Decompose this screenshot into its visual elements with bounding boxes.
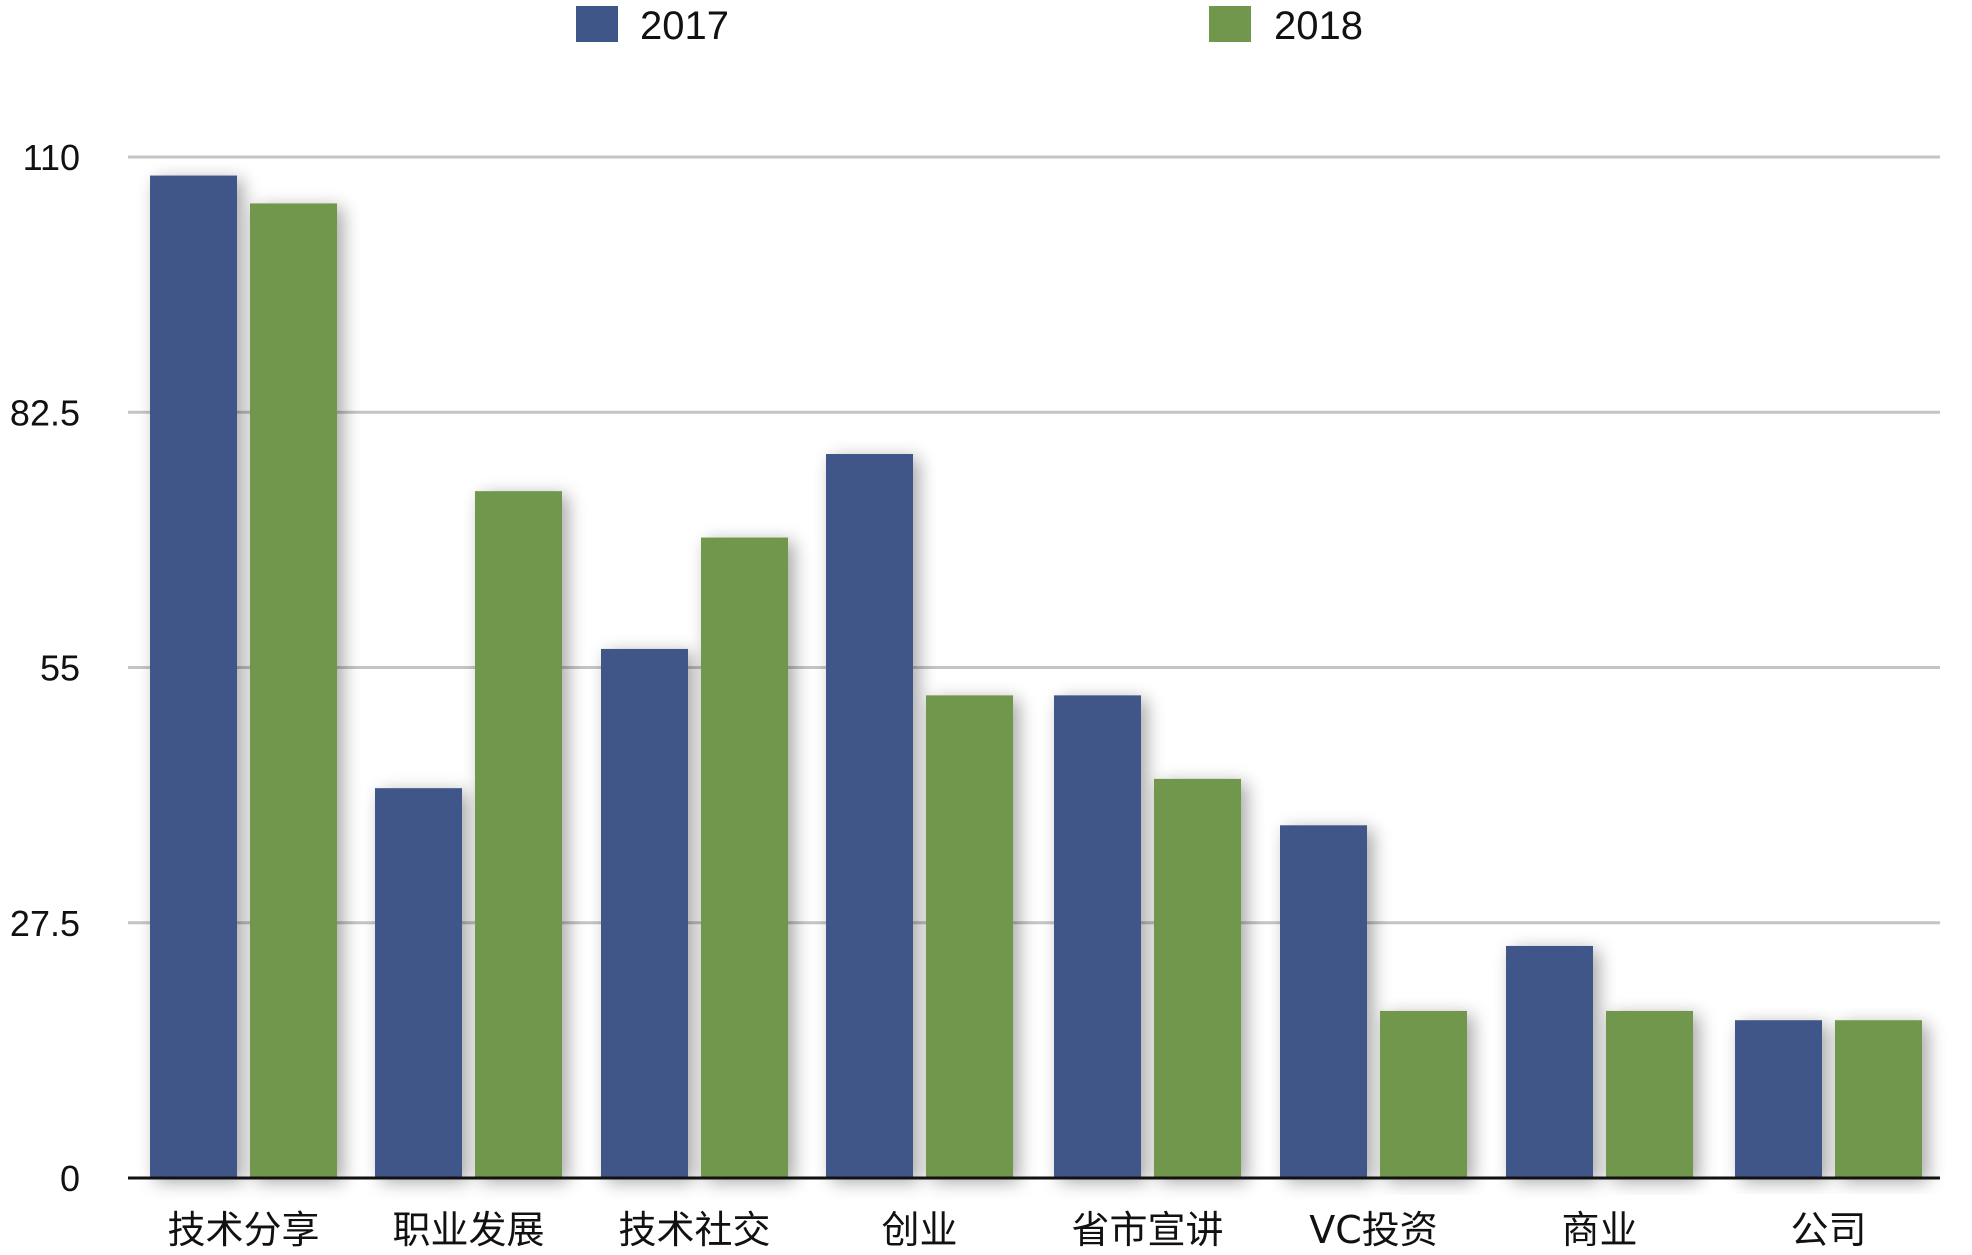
bars [150,175,1922,1179]
bar-2017-0 [150,175,237,1179]
bar-2018-4 [1154,778,1241,1178]
legend-label-2018: 2018 [1274,4,1363,48]
bar-2018-6 [1606,1010,1693,1178]
bar-2018-7 [1835,1020,1922,1178]
y-tick-label: 27.5 [10,903,80,944]
gridlines [128,155,1940,925]
x-tick-label: 职业发展 [392,1208,544,1252]
y-tick-label: 82.5 [10,392,80,433]
bar-2018-1 [475,491,562,1178]
bar-2018-3 [926,695,1013,1178]
bar-2018-5 [1380,1010,1467,1178]
bar-2018-2 [701,537,788,1178]
x-tick-label: 公司 [1790,1208,1866,1252]
x-tick-label: 创业 [881,1208,957,1252]
bar-2017-4 [1054,695,1141,1178]
bar-2017-6 [1506,945,1593,1178]
y-tick-label: 55 [40,648,80,689]
bar-2017-5 [1280,825,1367,1178]
legend-swatch-2018 [1209,6,1251,42]
x-tick-label: 商业 [1561,1208,1637,1252]
legend-label-2017: 2017 [640,4,729,48]
y-tick-label: 110 [23,137,80,178]
bar-2017-3 [826,454,913,1178]
x-tick-label: 技术社交 [618,1208,770,1252]
bar-2017-7 [1735,1020,1822,1178]
legend: 2017 2018 [576,4,1363,48]
legend-swatch-2017 [576,6,618,42]
x-tick-label: 省市宣讲 [1071,1208,1223,1252]
y-axis: 0 27.5 55 82.5 110 [10,137,80,1199]
bar-2017-2 [601,648,688,1178]
x-tick-label: 技术分享 [167,1208,319,1252]
bar-2018-0 [250,203,337,1179]
bar-2017-1 [375,788,462,1178]
y-tick-label: 0 [60,1158,80,1199]
x-tick-label: VC投资 [1309,1208,1438,1252]
x-axis: 技术分享 职业发展 技术社交 创业 省市宣讲 VC投资 商业 公司 [167,1208,1866,1252]
